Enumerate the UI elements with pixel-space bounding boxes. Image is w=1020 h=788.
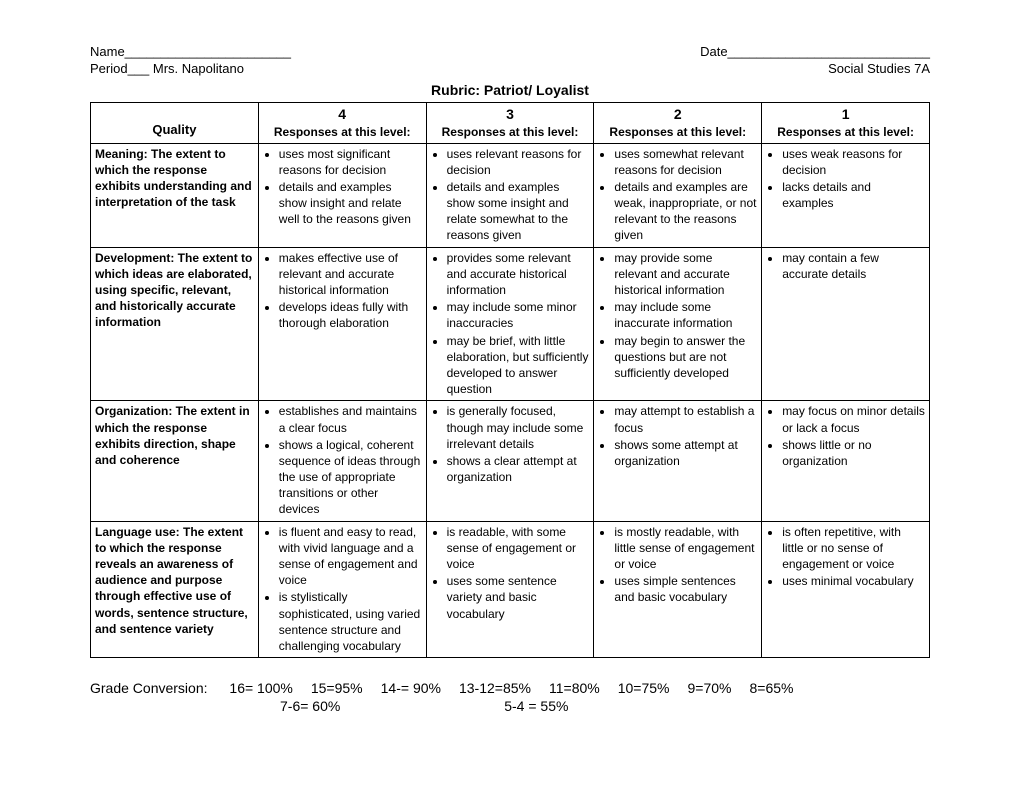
criterion-cell: uses relevant reasons for decisiondetail… <box>426 143 594 247</box>
rubric-table: Quality 4 Responses at this level: 3 Res… <box>90 102 930 658</box>
list-item: shows a clear attempt at organization <box>447 453 590 485</box>
list-item: may contain a few accurate details <box>782 250 925 282</box>
grade-5-4: 5-4 = 55% <box>504 698 568 714</box>
list-item: provides some relevant and accurate hist… <box>447 250 590 299</box>
criterion-cell: uses most significant reasons for decisi… <box>258 143 426 247</box>
criterion-cell: provides some relevant and accurate hist… <box>426 247 594 401</box>
criterion-cell: uses somewhat relevant reasons for decis… <box>594 143 762 247</box>
list-item: uses somewhat relevant reasons for decis… <box>614 146 757 178</box>
list-item: details and examples are weak, inappropr… <box>614 179 757 244</box>
criterion-cell: is often repetitive, with little or no s… <box>762 521 930 658</box>
grade-item: 11=80% <box>549 680 600 696</box>
list-item: is mostly readable, with little sense of… <box>614 524 757 573</box>
table-row: Organization: The extent in which the re… <box>91 401 930 521</box>
criterion-cell: may focus on minor details or lack a foc… <box>762 401 930 521</box>
quality-header: Quality <box>91 103 259 144</box>
list-item: lacks details and examples <box>782 179 925 211</box>
list-item: uses relevant reasons for decision <box>447 146 590 178</box>
list-item: uses some sentence variety and basic voc… <box>447 573 590 622</box>
list-item: is fluent and easy to read, with vivid l… <box>279 524 422 589</box>
criterion-cell: may provide some relevant and accurate h… <box>594 247 762 401</box>
criterion-label: Organization: The extent in which the re… <box>91 401 259 521</box>
name-field: Name_______________________ <box>90 44 291 59</box>
score-col-1: 1 Responses at this level: <box>762 103 930 144</box>
criterion-cell: establishes and maintains a clear focuss… <box>258 401 426 521</box>
score-col-2: 2 Responses at this level: <box>594 103 762 144</box>
rubric-title: Rubric: Patriot/ Loyalist <box>90 82 930 98</box>
list-item: uses simple sentences and basic vocabula… <box>614 573 757 605</box>
course-label: Social Studies 7A <box>828 61 930 76</box>
score-col-3: 3 Responses at this level: <box>426 103 594 144</box>
list-item: uses weak reasons for decision <box>782 146 925 178</box>
grade-item: 9=70% <box>688 680 732 696</box>
list-item: uses most significant reasons for decisi… <box>279 146 422 178</box>
list-item: uses minimal vocabulary <box>782 573 925 589</box>
grade-item: 15=95% <box>311 680 363 696</box>
table-row: Development: The extent to which ideas a… <box>91 247 930 401</box>
list-item: may include some inaccurate information <box>614 299 757 331</box>
grade-item: 14-= 90% <box>381 680 441 696</box>
criterion-cell: uses weak reasons for decisionlacks deta… <box>762 143 930 247</box>
list-item: may attempt to establish a focus <box>614 403 757 435</box>
grade-item: 10=75% <box>618 680 670 696</box>
list-item: is stylistically sophisticated, using va… <box>279 589 422 654</box>
list-item: may include some minor inaccuracies <box>447 299 590 331</box>
list-item: shows some attempt at organization <box>614 437 757 469</box>
list-item: details and examples show insight and re… <box>279 179 422 228</box>
table-row: Language use: The extent to which the re… <box>91 521 930 658</box>
list-item: shows a logical, coherent sequence of id… <box>279 437 422 518</box>
list-item: is generally focused, though may include… <box>447 403 590 452</box>
list-item: establishes and maintains a clear focus <box>279 403 422 435</box>
table-row: Meaning: The extent to which the respons… <box>91 143 930 247</box>
criterion-cell: may attempt to establish a focusshows so… <box>594 401 762 521</box>
list-item: develops ideas fully with thorough elabo… <box>279 299 422 331</box>
list-item: is readable, with some sense of engageme… <box>447 524 590 573</box>
grade-item: 16= 100% <box>229 680 292 696</box>
list-item: may begin to answer the questions but ar… <box>614 333 757 382</box>
criterion-label: Meaning: The extent to which the respons… <box>91 143 259 247</box>
period-field: Period___ Mrs. Napolitano <box>90 61 244 76</box>
criterion-cell: is generally focused, though may include… <box>426 401 594 521</box>
criterion-cell: makes effective use of relevant and accu… <box>258 247 426 401</box>
criterion-label: Language use: The extent to which the re… <box>91 521 259 658</box>
criterion-cell: is readable, with some sense of engageme… <box>426 521 594 658</box>
criterion-label: Development: The extent to which ideas a… <box>91 247 259 401</box>
grade-7-6: 7-6= 60% <box>280 698 340 714</box>
grade-item: 8=65% <box>749 680 793 696</box>
criterion-cell: is mostly readable, with little sense of… <box>594 521 762 658</box>
list-item: makes effective use of relevant and accu… <box>279 250 422 299</box>
list-item: may provide some relevant and accurate h… <box>614 250 757 299</box>
criterion-cell: may contain a few accurate details <box>762 247 930 401</box>
list-item: is often repetitive, with little or no s… <box>782 524 925 573</box>
list-item: may be brief, with little elaboration, b… <box>447 333 590 398</box>
date-field: Date____________________________ <box>700 44 930 59</box>
grade-conversion: Grade Conversion: 16= 100%15=95%14-= 90%… <box>90 680 930 714</box>
criterion-cell: is fluent and easy to read, with vivid l… <box>258 521 426 658</box>
list-item: details and examples show some insight a… <box>447 179 590 244</box>
list-item: may focus on minor details or lack a foc… <box>782 403 925 435</box>
score-col-4: 4 Responses at this level: <box>258 103 426 144</box>
list-item: shows little or no organization <box>782 437 925 469</box>
grade-item: 13-12=85% <box>459 680 531 696</box>
